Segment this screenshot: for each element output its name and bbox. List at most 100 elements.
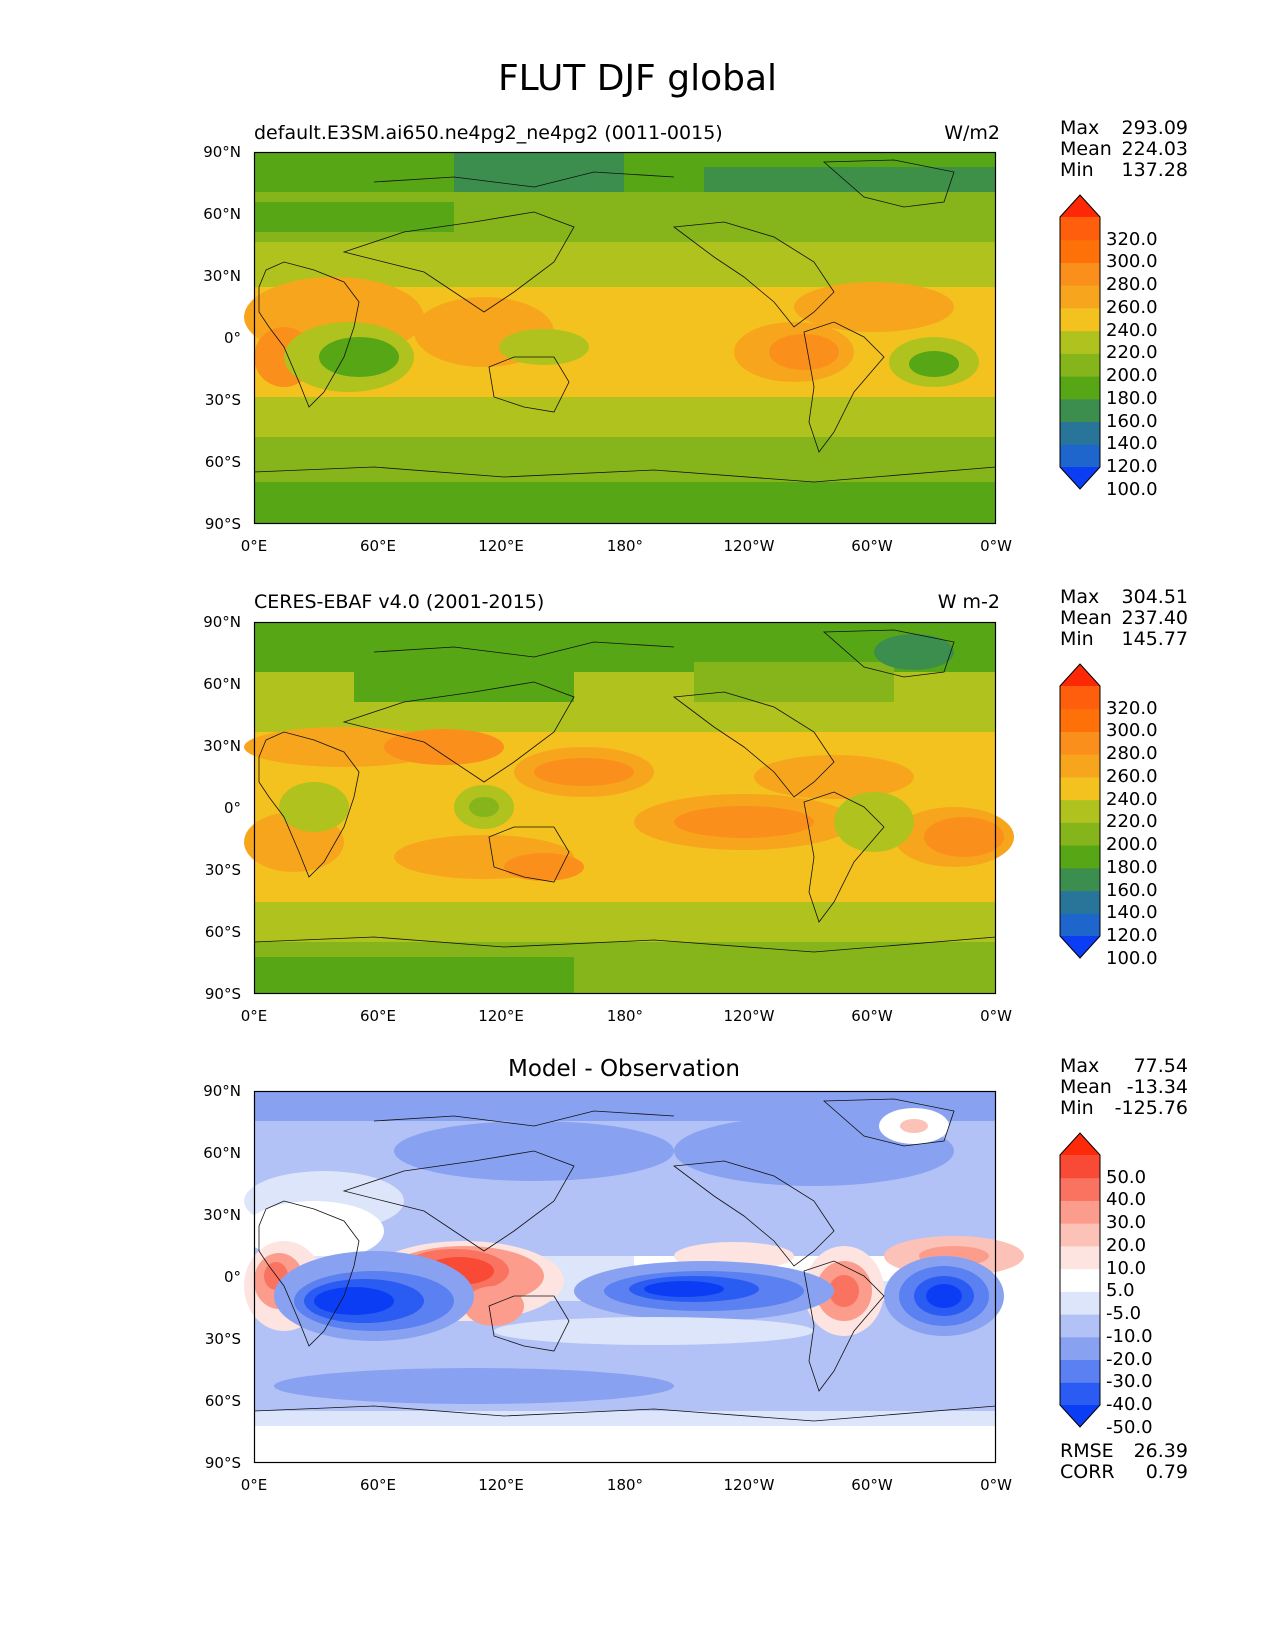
lat-tick-label: 30°N — [203, 1206, 241, 1224]
colorbar-swatch — [1060, 731, 1100, 755]
colorbar-swatch — [1060, 913, 1100, 937]
lat-tick-label: 60°S — [204, 453, 241, 471]
stat-label: Min — [1060, 159, 1094, 181]
colorbar-tick-label: 120.0 — [1106, 456, 1158, 477]
colorbar-tick-label: 320.0 — [1106, 228, 1158, 250]
colorbar-extend-bottom — [1060, 467, 1100, 489]
lon-tick-label: 60°W — [851, 1007, 893, 1025]
map-difference — [244, 1090, 1024, 1464]
lat-tick-label: 60°S — [204, 923, 241, 941]
colorbar-tick-label: 40.0 — [1106, 1189, 1147, 1211]
colorbar-tick-label: 240.0 — [1106, 319, 1158, 341]
colorbar-tick-label: 200.0 — [1106, 365, 1158, 387]
colorbar-swatch — [1060, 1177, 1100, 1201]
lat-tick-label: 60°N — [203, 205, 241, 223]
metric-label: CORR — [1060, 1461, 1115, 1483]
stats-box: Max 77.54 Mean -13.34 Min -125.76 — [1060, 1056, 1188, 1119]
colorbar-extend-top — [1060, 195, 1100, 217]
lat-tick-label: 0° — [223, 329, 241, 347]
lat-tick-label: 90°S — [204, 515, 241, 533]
colorbar-swatch — [1060, 754, 1100, 778]
colorbar-swatch — [1060, 1245, 1100, 1270]
colorbar-tick-label: 280.0 — [1106, 743, 1158, 765]
lat-tick-label: 90°N — [203, 1082, 241, 1100]
colorbar-swatch — [1060, 776, 1100, 801]
colorbar-tick-label: 180.0 — [1106, 856, 1158, 878]
lon-tick-label: 120°W — [723, 537, 775, 555]
colorbar-tick-label: 240.0 — [1106, 788, 1158, 810]
colorbar-swatch — [1060, 421, 1100, 445]
lat-tick-label: 30°S — [204, 1330, 241, 1348]
colorbar-extend-bottom — [1060, 1405, 1100, 1427]
metric-value: 0.79 — [1145, 1461, 1188, 1483]
colorbar — [1059, 663, 1101, 959]
colorbar-tick-label: 10.0 — [1106, 1257, 1147, 1279]
lon-tick-label: 180° — [606, 1007, 644, 1025]
colorbar-tick-label: 320.0 — [1106, 697, 1158, 719]
stat-value: -125.76 — [1114, 1097, 1188, 1119]
colorbar-tick-label: 180.0 — [1106, 387, 1158, 409]
lat-tick-label: 90°N — [203, 613, 241, 631]
colorbar-tick-label: 140.0 — [1106, 902, 1158, 924]
lon-tick-label: 180° — [606, 1476, 644, 1494]
metric-value: 26.39 — [1133, 1440, 1188, 1462]
lat-tick-label: 60°N — [203, 1144, 241, 1162]
colorbar-tick-label: 160.0 — [1106, 879, 1158, 901]
colorbar-extend-top — [1060, 1133, 1100, 1155]
colorbar-tick-label: -20.0 — [1106, 1348, 1153, 1370]
lat-tick-label: 30°S — [204, 861, 241, 879]
colorbar-swatch — [1060, 353, 1100, 377]
metric-label: RMSE — [1060, 1440, 1114, 1462]
stat-value: 77.54 — [1133, 1055, 1188, 1077]
lon-tick-label: 0°W — [980, 1007, 1012, 1025]
lat-tick-label: 30°N — [203, 737, 241, 755]
lat-tick-label: 30°S — [204, 391, 241, 409]
colorbar-swatch — [1060, 376, 1100, 400]
colorbar-tick-label: 160.0 — [1106, 410, 1158, 432]
stat-value: 137.28 — [1121, 159, 1188, 181]
colorbar-tick-label: 140.0 — [1106, 433, 1158, 455]
colorbar-outline — [1059, 194, 1101, 490]
stat-label: Mean — [1060, 607, 1112, 629]
colorbar-swatch — [1060, 1155, 1100, 1179]
map-observation — [244, 621, 1014, 995]
lon-tick-label: 60°W — [851, 537, 893, 555]
lon-tick-label: 0°E — [240, 537, 268, 555]
colorbar-swatch — [1060, 239, 1100, 263]
stats-box: Max 304.51 Mean 237.40 Min 145.77 — [1060, 587, 1188, 650]
colorbar-tick-label: 260.0 — [1106, 296, 1158, 318]
stat-value: 304.51 — [1121, 586, 1188, 608]
colorbar-swatch — [1060, 822, 1100, 846]
colorbar-tick-label: 300.0 — [1106, 251, 1158, 273]
colorbar-swatch — [1060, 1200, 1100, 1224]
stats-box: Max 293.09 Mean 224.03 Min 137.28 — [1060, 118, 1188, 181]
lat-tick-label: 0° — [223, 1268, 241, 1286]
colorbar-swatch — [1060, 217, 1100, 241]
colorbar-swatch — [1060, 867, 1100, 892]
stat-value: 224.03 — [1121, 138, 1188, 160]
colorbar-tick-label: -5.0 — [1106, 1303, 1142, 1325]
stat-value: -13.34 — [1126, 1076, 1188, 1098]
lon-tick-label: 60°E — [359, 537, 397, 555]
lon-tick-label: 180° — [606, 537, 644, 555]
colorbar-tick-label: 200.0 — [1106, 834, 1158, 856]
colorbar-extend-top — [1060, 664, 1100, 686]
colorbar-tick-label: 20.0 — [1106, 1234, 1147, 1256]
metrics-box: RMSE 26.39 CORR 0.79 — [1060, 1441, 1188, 1483]
colorbar-tick-label: 100.0 — [1106, 947, 1158, 969]
panel-left-title: default.E3SM.ai650.ne4pg2_ne4pg2 (0011-0… — [254, 122, 723, 144]
colorbar-swatch — [1060, 1291, 1100, 1315]
colorbar-swatch — [1060, 1359, 1100, 1383]
colorbar-swatch — [1060, 799, 1100, 823]
lon-tick-label: 0°E — [240, 1476, 268, 1494]
colorbar-tick-label: -10.0 — [1106, 1325, 1153, 1347]
lon-tick-label: 120°W — [723, 1476, 775, 1494]
panel-units: W m-2 — [937, 591, 1000, 613]
lon-tick-label: 0°E — [240, 1007, 268, 1025]
colorbar-swatch — [1060, 1336, 1100, 1361]
colorbar — [1059, 194, 1101, 490]
colorbar-outline — [1059, 663, 1101, 959]
stat-value: 237.40 — [1121, 607, 1188, 629]
colorbar — [1059, 1132, 1101, 1428]
lon-tick-label: 120°W — [723, 1007, 775, 1025]
